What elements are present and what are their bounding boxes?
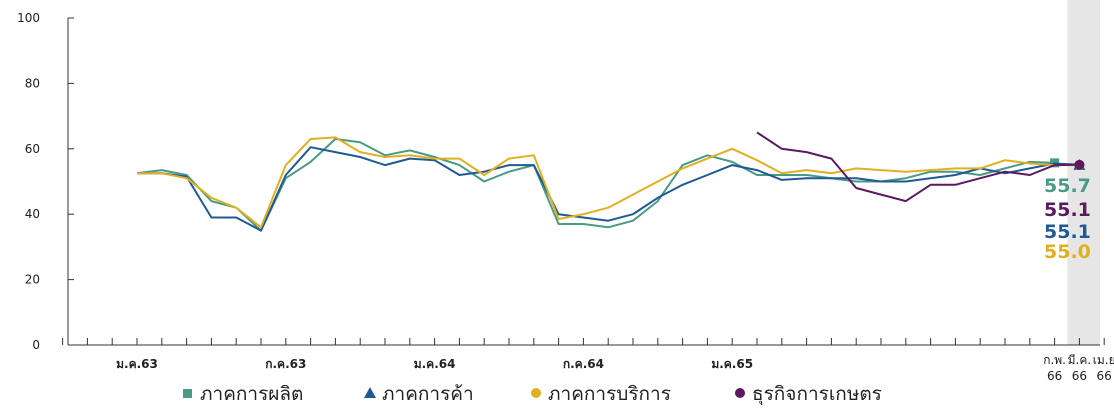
legend-label: ภาคการผลิต	[200, 383, 303, 405]
y-tick-label: 20	[25, 273, 40, 287]
x-tick-label: ม.ค.64	[414, 357, 456, 371]
x-tick-label: ม.ค.65	[711, 357, 753, 371]
y-tick-label: 40	[25, 207, 40, 221]
legend-triangle-marker	[364, 387, 376, 398]
x-tick-label: ม.ค.63	[116, 357, 158, 371]
end-value-label: 55.7	[1044, 175, 1091, 197]
y-tick-label: 80	[25, 76, 40, 90]
end-value-label: 55.1	[1044, 221, 1091, 243]
x-end-month-label: เม.ย	[1093, 353, 1114, 367]
end-value-label: 55.1	[1044, 199, 1091, 221]
x-end-year-label: 66	[1097, 369, 1112, 383]
x-end-year-label: 66	[1047, 369, 1062, 383]
series-line-1	[137, 146, 1080, 232]
series-line-2	[137, 136, 1080, 229]
legend-square-marker	[183, 389, 192, 398]
legend-label: ธุรกิจการเกษตร	[752, 383, 882, 406]
end-value-label: 55.0	[1044, 241, 1091, 263]
y-tick-label: 0	[32, 338, 40, 352]
legend-circle-marker	[735, 388, 745, 398]
x-end-year-label: 66	[1072, 369, 1087, 383]
y-tick-label: 60	[25, 142, 40, 156]
y-tick-label: 100	[17, 11, 40, 25]
x-end-month-label: มี.ค.	[1068, 353, 1092, 367]
x-tick-label: ก.ค.64	[563, 357, 604, 371]
x-tick-label: ก.ค.63	[265, 357, 306, 371]
series-end-marker-3	[1074, 159, 1085, 170]
legend-label: ภาคการบริการ	[548, 383, 671, 405]
series-line-3	[756, 131, 1080, 203]
highlight-band	[1067, 0, 1100, 345]
series-line-0	[136, 138, 1055, 232]
legend-circle-marker	[531, 388, 541, 398]
legend-label: ภาคการค้า	[382, 383, 474, 405]
x-end-month-label: ก.พ.	[1043, 353, 1066, 367]
